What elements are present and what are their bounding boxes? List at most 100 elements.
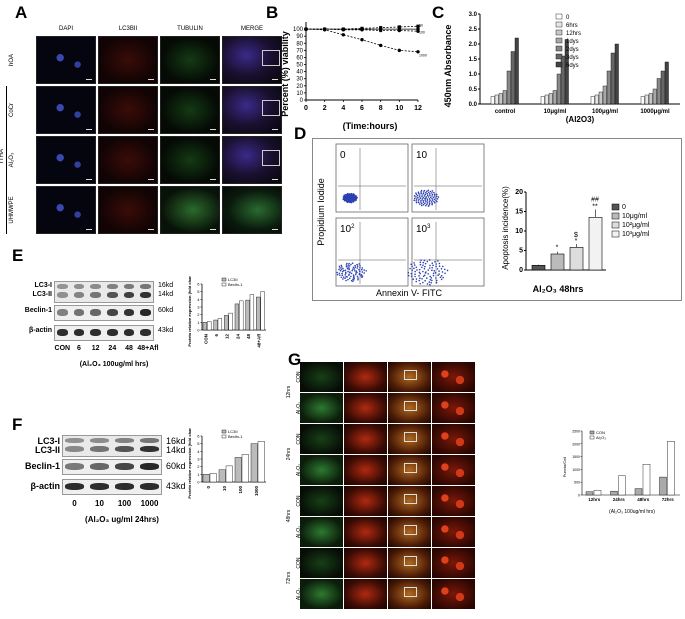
- event-dot: [413, 264, 416, 266]
- bar: [585, 491, 594, 496]
- panel-b-ylabel: Percent (%) viability: [280, 31, 290, 117]
- scale-bar: [86, 179, 92, 180]
- event-dot: [436, 268, 439, 270]
- column-header: DAPI: [58, 26, 73, 32]
- event-dot: [424, 191, 427, 194]
- bar: [207, 321, 212, 331]
- event-dot: [345, 264, 348, 266]
- row-label: β-actin: [30, 481, 61, 491]
- event-dot: [421, 277, 423, 280]
- legend-swatch: [589, 435, 595, 440]
- category-label: 100: [238, 486, 243, 494]
- fluorescence-image: [388, 486, 431, 516]
- event-dot: [409, 267, 411, 270]
- event-dot: [436, 198, 439, 200]
- event-dot: [429, 264, 431, 267]
- category-label: 1000: [254, 486, 259, 497]
- y-tick-label: 0: [197, 480, 200, 485]
- category-label: control: [495, 109, 516, 115]
- legend-label: 6dys: [566, 63, 579, 69]
- event-dot: [424, 202, 426, 205]
- event-dot: [350, 275, 352, 278]
- event-dot: [426, 203, 428, 206]
- category-label: 10μg/ml: [544, 109, 567, 115]
- event-dot: [342, 198, 345, 201]
- legend-label: 6hrs: [566, 23, 578, 29]
- y-tick-label: 3: [197, 305, 200, 310]
- row-label: UHMWPE: [9, 196, 15, 224]
- blot-lc3: [62, 435, 162, 457]
- significance-mark: **: [592, 203, 598, 210]
- event-dot: [357, 278, 359, 281]
- event-dot: [427, 189, 430, 192]
- panel-c-xlabel: (Al2O3): [566, 115, 595, 124]
- size-label: 14kd: [166, 445, 186, 455]
- event-dot: [426, 198, 429, 201]
- band-lc3-i: [123, 284, 135, 289]
- event-dot: [422, 199, 424, 202]
- event-dot: [433, 193, 436, 196]
- event-dot: [350, 192, 353, 195]
- event-dot: [424, 262, 427, 265]
- zoom-box: [404, 494, 417, 504]
- x-tick-label: 12: [414, 105, 422, 112]
- event-dot: [437, 196, 440, 198]
- data-point: [360, 38, 364, 42]
- bar: [224, 315, 229, 331]
- bar: [548, 93, 553, 105]
- row-label: LC3-II: [34, 445, 60, 455]
- event-dot: [421, 195, 423, 198]
- event-dot: [431, 197, 433, 200]
- bar: [202, 474, 210, 483]
- event-dot: [353, 277, 356, 279]
- event-dot: [423, 189, 426, 192]
- bar: [260, 291, 265, 331]
- y-tick-label: 20: [296, 84, 303, 90]
- event-dot: [425, 201, 427, 203]
- event-dot: [350, 279, 353, 282]
- event-dot: [433, 198, 436, 201]
- event-dot: [429, 278, 432, 281]
- y-tick-label: 4: [197, 297, 200, 302]
- bar: [218, 469, 226, 483]
- event-dot: [361, 271, 364, 273]
- event-dot: [340, 264, 343, 267]
- event-dot: [414, 270, 416, 273]
- event-dot: [428, 281, 431, 283]
- event-dot: [424, 279, 426, 282]
- band-actin: [107, 329, 118, 336]
- event-dot: [425, 195, 427, 198]
- significance-mark: *: [556, 245, 559, 252]
- band-beclin: [107, 309, 118, 316]
- significance-mark: $: [574, 232, 578, 239]
- lane-label: 100: [117, 499, 132, 508]
- legend-label: 10³μg/ml: [622, 231, 650, 238]
- band-actin: [140, 483, 159, 490]
- lane-label: 1000: [140, 499, 159, 508]
- event-dot: [428, 204, 431, 206]
- legend-swatch: [555, 45, 563, 52]
- event-dot: [424, 197, 426, 200]
- zoom-box: [404, 587, 417, 597]
- lane-label: 48+Afl: [137, 345, 159, 352]
- event-dot: [437, 260, 439, 262]
- micrograph: [222, 86, 282, 134]
- size-label: 16kd: [158, 282, 174, 289]
- event-dot: [446, 269, 449, 272]
- micrograph: [222, 186, 282, 234]
- event-dot: [417, 200, 420, 202]
- event-dot: [352, 268, 354, 270]
- bar: [634, 488, 643, 496]
- flow-plot: [335, 217, 409, 287]
- y-tick-label: 2.0: [469, 42, 478, 48]
- legend-label: Beclin-1: [228, 434, 243, 439]
- micrograph: [98, 36, 158, 84]
- fluorescence-image: [300, 548, 343, 578]
- fluorescence-image: [300, 517, 343, 547]
- band-beclin: [90, 309, 101, 316]
- band-beclin: [115, 463, 134, 470]
- event-dot: [413, 267, 415, 270]
- row-label: LC3-I: [34, 282, 53, 289]
- scale-bar: [210, 79, 216, 80]
- event-dot: [357, 277, 359, 279]
